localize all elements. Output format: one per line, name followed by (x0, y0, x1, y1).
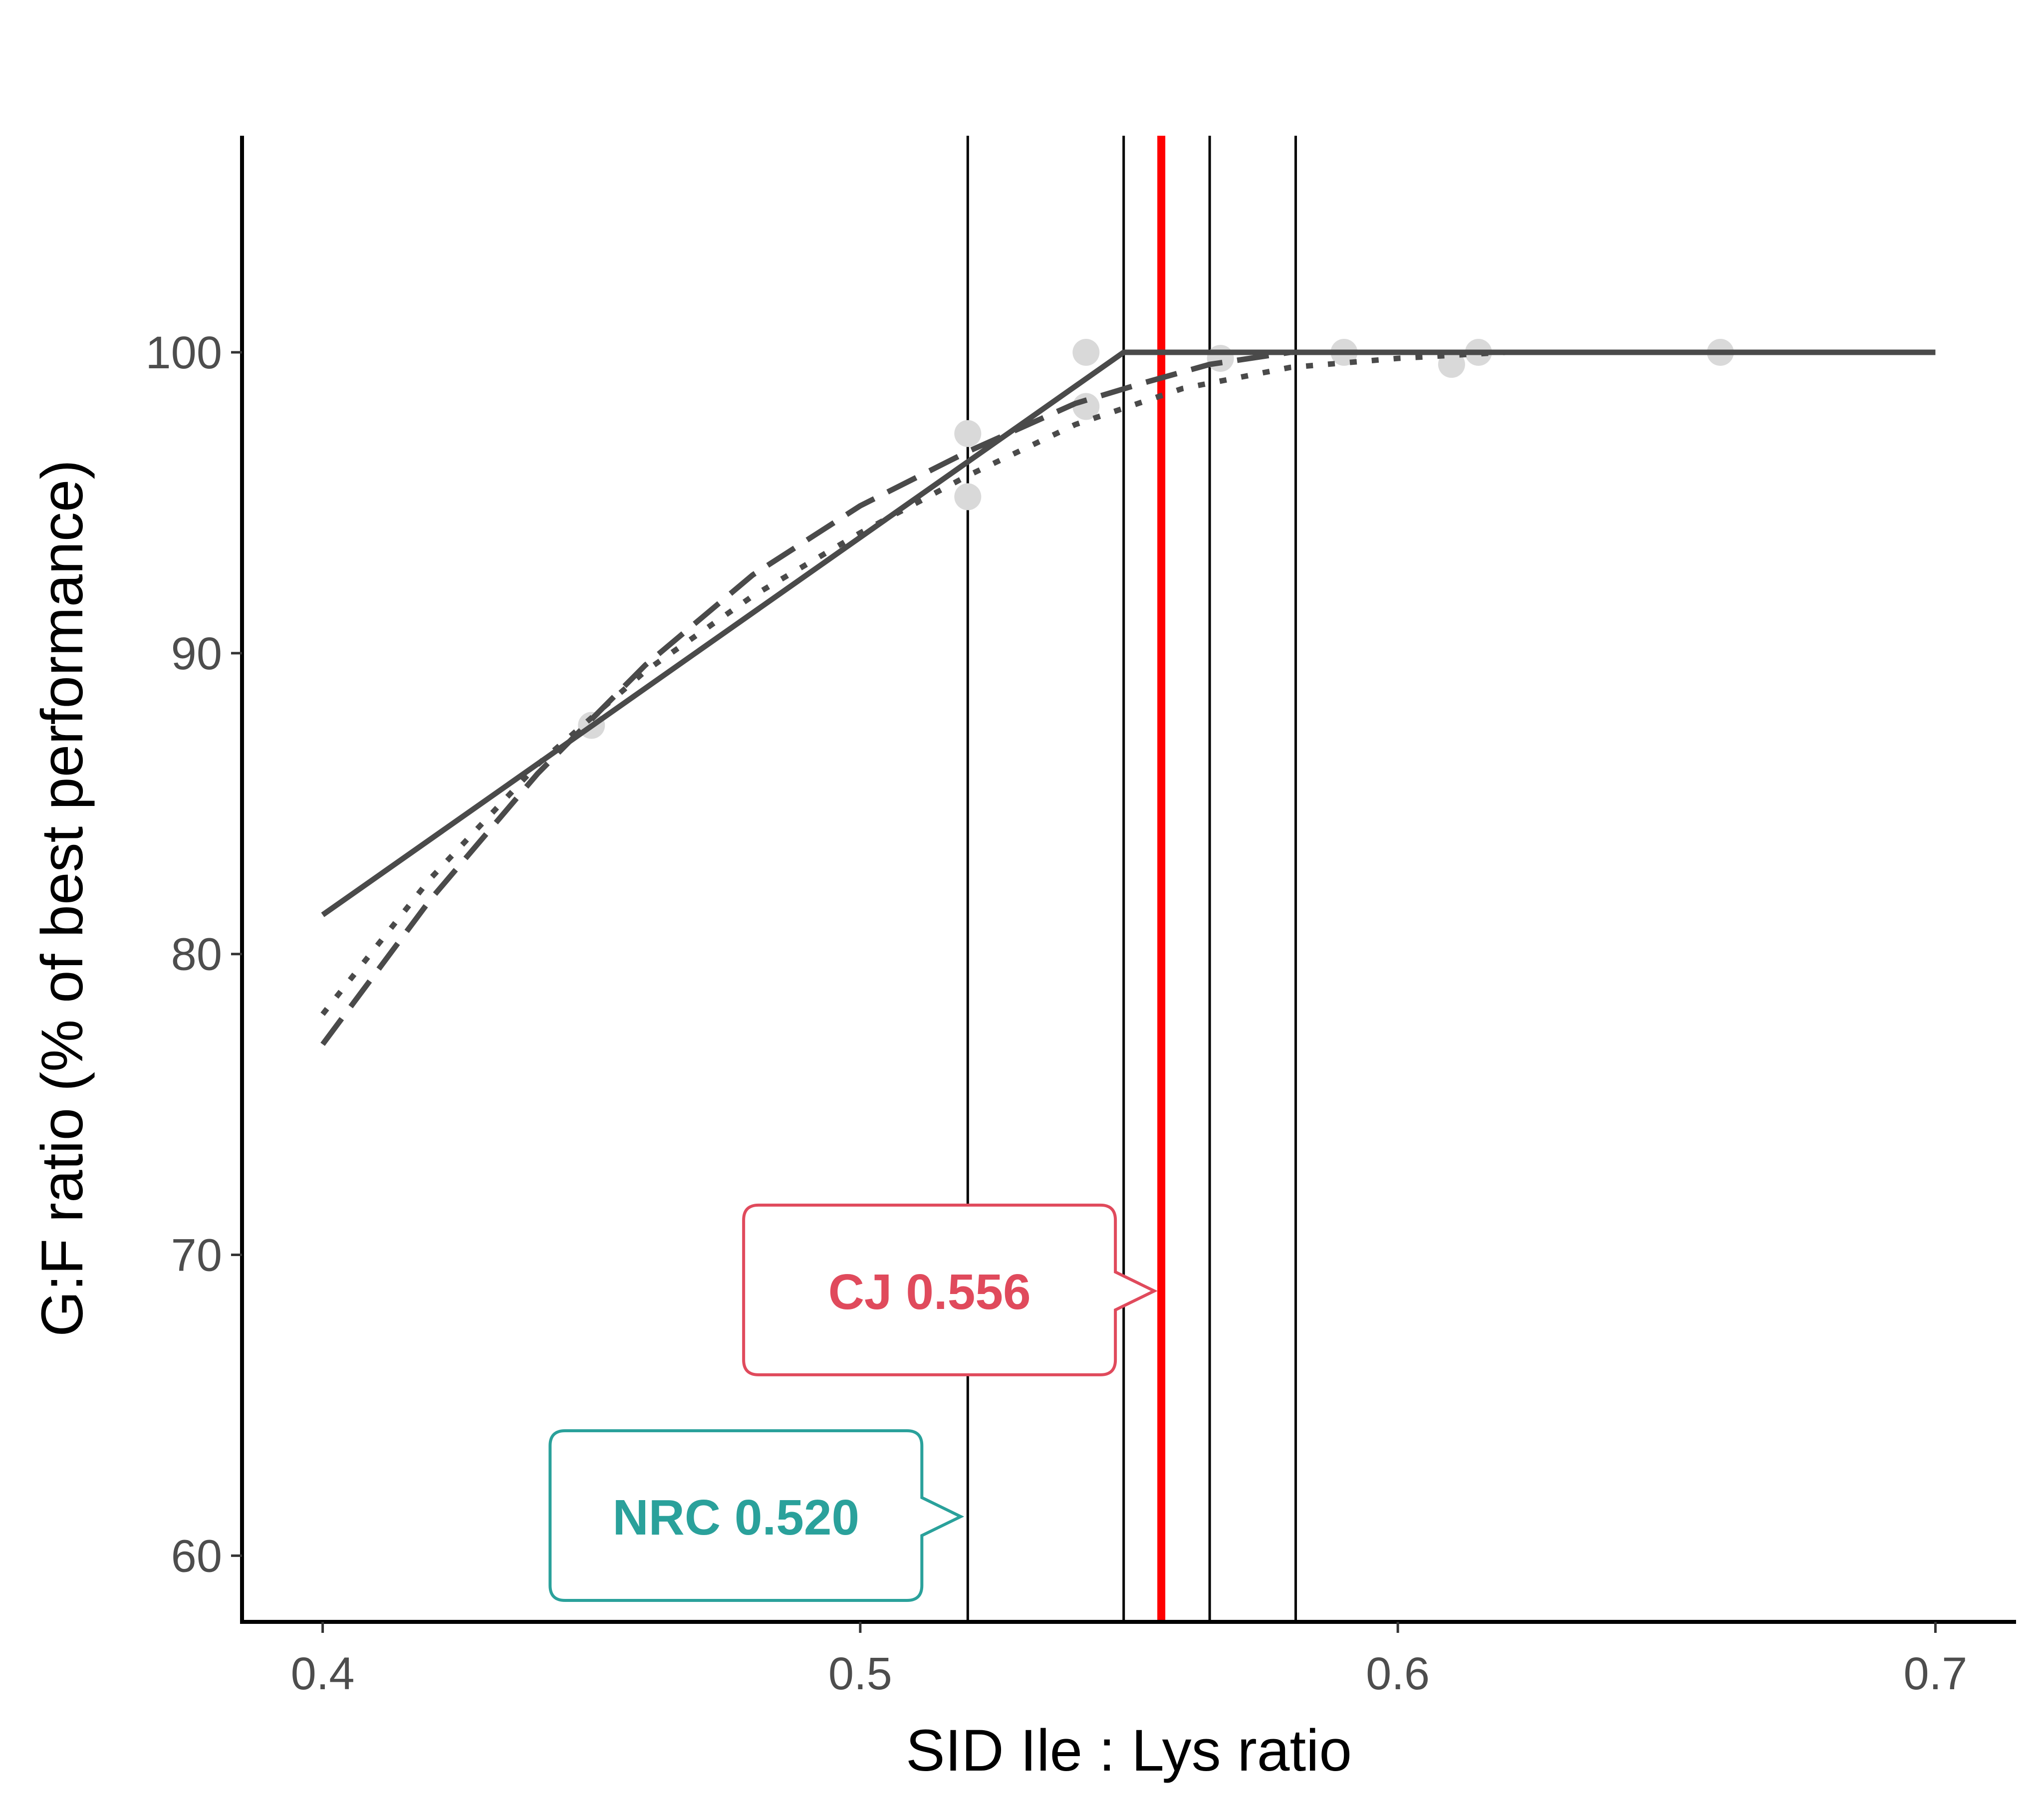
x-tick-label: 0.6 (1366, 1648, 1430, 1699)
x-tick-label: 0.4 (291, 1648, 355, 1699)
x-axis-title: SID Ile : Lys ratio (906, 1718, 1352, 1784)
callout-label: NRC 0.520 (612, 1490, 859, 1546)
x-tick-label: 0.5 (828, 1648, 892, 1699)
x-tick-label: 0.7 (1903, 1648, 1967, 1699)
data-point (1207, 345, 1234, 372)
y-tick-label: 60 (171, 1531, 222, 1581)
y-axis-title: G:F ratio (% of best performance) (29, 460, 95, 1337)
fitted-curves (320, 349, 1936, 1046)
series-quadratic-broken-line (320, 349, 1936, 1046)
series-curvilinear (320, 349, 1936, 1016)
callout-box (742, 1203, 1158, 1376)
data-point (954, 483, 982, 511)
y-tick-label: 90 (171, 628, 222, 679)
tick-labels: 0.4 0.5 0.6 0.7 60 70 80 90 100 (146, 327, 1968, 1699)
data-point (1072, 339, 1100, 366)
y-tick-label: 100 (146, 327, 223, 378)
axes (240, 136, 2016, 1624)
y-tick-label: 80 (171, 929, 222, 980)
data-point (954, 420, 982, 447)
callout-box (548, 1429, 965, 1602)
callout-label: CJ 0.556 (828, 1264, 1031, 1320)
annotations: CJ 0.556 NRC 0.520 (548, 1203, 1158, 1602)
data-point (1438, 351, 1465, 378)
y-tick-label: 70 (171, 1230, 222, 1281)
